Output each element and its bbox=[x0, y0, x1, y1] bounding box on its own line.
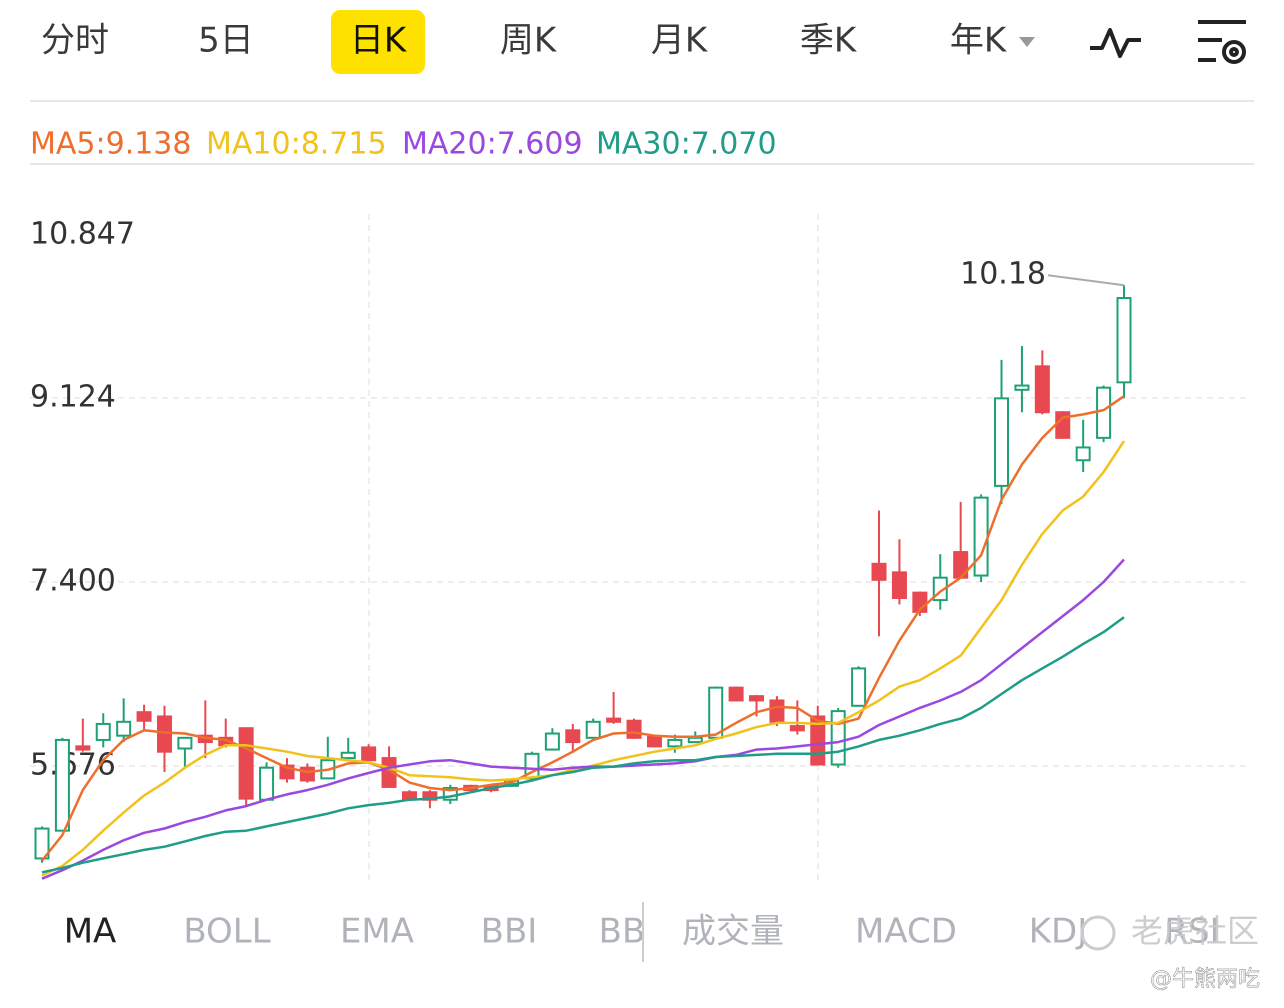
candle-body bbox=[1075, 446, 1091, 462]
indicator-tab[interactable]: BOLL bbox=[183, 912, 270, 952]
candle-body bbox=[891, 571, 907, 599]
legend-entry: MA20:7.609 bbox=[402, 127, 583, 162]
candle-body bbox=[401, 791, 417, 800]
period-tab[interactable]: 季K bbox=[800, 21, 858, 61]
candle-body bbox=[95, 722, 111, 741]
candle-body bbox=[299, 766, 315, 782]
candle-body bbox=[851, 667, 867, 707]
candle-body bbox=[54, 738, 70, 832]
indicator-tab[interactable]: BB bbox=[599, 912, 646, 952]
ma-line bbox=[41, 395, 1125, 862]
ma-line bbox=[41, 558, 1125, 880]
period-tab[interactable]: 分时 bbox=[41, 21, 109, 61]
period-tab[interactable]: 月K bbox=[651, 21, 709, 61]
max-leader bbox=[1047, 274, 1125, 287]
indicator-tab[interactable]: MA bbox=[64, 912, 117, 952]
legend-entry: MA5:9.138 bbox=[30, 127, 191, 162]
y-tick-label: 5.676 bbox=[30, 747, 116, 782]
candle-body bbox=[177, 736, 193, 750]
candle-body bbox=[116, 720, 132, 737]
candle-body bbox=[728, 686, 744, 702]
candle-body bbox=[361, 746, 377, 762]
candle-body bbox=[75, 745, 91, 751]
tab-clip: BB bbox=[599, 912, 646, 952]
max-label: 10.18 bbox=[960, 257, 1046, 292]
candle-body bbox=[749, 695, 765, 702]
y-tick-label: 9.124 bbox=[30, 379, 116, 414]
y-tick-label: 10.847 bbox=[30, 217, 135, 252]
period-tab[interactable]: 周K bbox=[500, 21, 558, 61]
indicator-tab[interactable]: 成交量 bbox=[682, 912, 784, 952]
candle-body bbox=[789, 725, 805, 732]
candle-body bbox=[646, 735, 662, 748]
chart-style-icon[interactable] bbox=[1090, 28, 1141, 58]
period-tab[interactable]: 年K bbox=[950, 21, 1008, 61]
settings-icon[interactable] bbox=[1198, 20, 1246, 64]
watermark-author: @牛熊两吃 bbox=[1150, 967, 1260, 992]
candle-body bbox=[1014, 384, 1030, 391]
candle-body bbox=[994, 397, 1010, 487]
candle-body bbox=[34, 827, 50, 860]
candle-body bbox=[136, 711, 152, 722]
legend-entry: MA10:8.715 bbox=[206, 127, 387, 162]
period-tab[interactable]: 5日 bbox=[198, 21, 254, 61]
candle-body bbox=[1034, 365, 1050, 414]
candle-body bbox=[1096, 386, 1112, 439]
candle-body bbox=[259, 766, 275, 801]
candle-body bbox=[708, 686, 724, 739]
candle-body bbox=[156, 715, 172, 753]
ma-line bbox=[41, 440, 1126, 877]
candle-body bbox=[667, 738, 683, 748]
y-tick-label: 7.400 bbox=[30, 563, 116, 598]
candle-body bbox=[973, 496, 989, 577]
period-tab[interactable]: 日K bbox=[350, 21, 408, 61]
candle-body bbox=[442, 786, 458, 801]
indicator-tab[interactable]: RSI bbox=[1164, 912, 1219, 952]
plot: 10.847 9.124 7.400 5.676 MA5:9.138 MA10:8.715… bbox=[30, 127, 1248, 880]
legend-entry: MA30:7.070 bbox=[596, 127, 777, 162]
candle-body bbox=[606, 717, 622, 723]
selected-tab-bg bbox=[331, 10, 425, 74]
candle-body bbox=[340, 751, 356, 760]
candle-body bbox=[626, 719, 642, 739]
candle-body bbox=[687, 736, 703, 744]
dropdown-arrow[interactable] bbox=[1019, 37, 1035, 47]
watermark-logo bbox=[1080, 915, 1116, 951]
watermark-brand: 老虎社区 bbox=[1131, 912, 1259, 950]
indicator-tab[interactable]: BBI bbox=[481, 912, 538, 952]
candle-body bbox=[769, 699, 785, 723]
candle-body bbox=[238, 727, 254, 800]
ma-line bbox=[41, 616, 1125, 874]
indicator-tab[interactable]: MACD bbox=[855, 912, 957, 952]
candle-body bbox=[1116, 297, 1132, 384]
candle-body bbox=[544, 732, 560, 751]
candle-body bbox=[871, 562, 887, 581]
indicator-tab[interactable]: EMA bbox=[340, 912, 414, 952]
candle-body bbox=[565, 729, 581, 744]
indicator-tab[interactable]: KDJ bbox=[1029, 912, 1088, 952]
candle-body bbox=[585, 720, 601, 739]
